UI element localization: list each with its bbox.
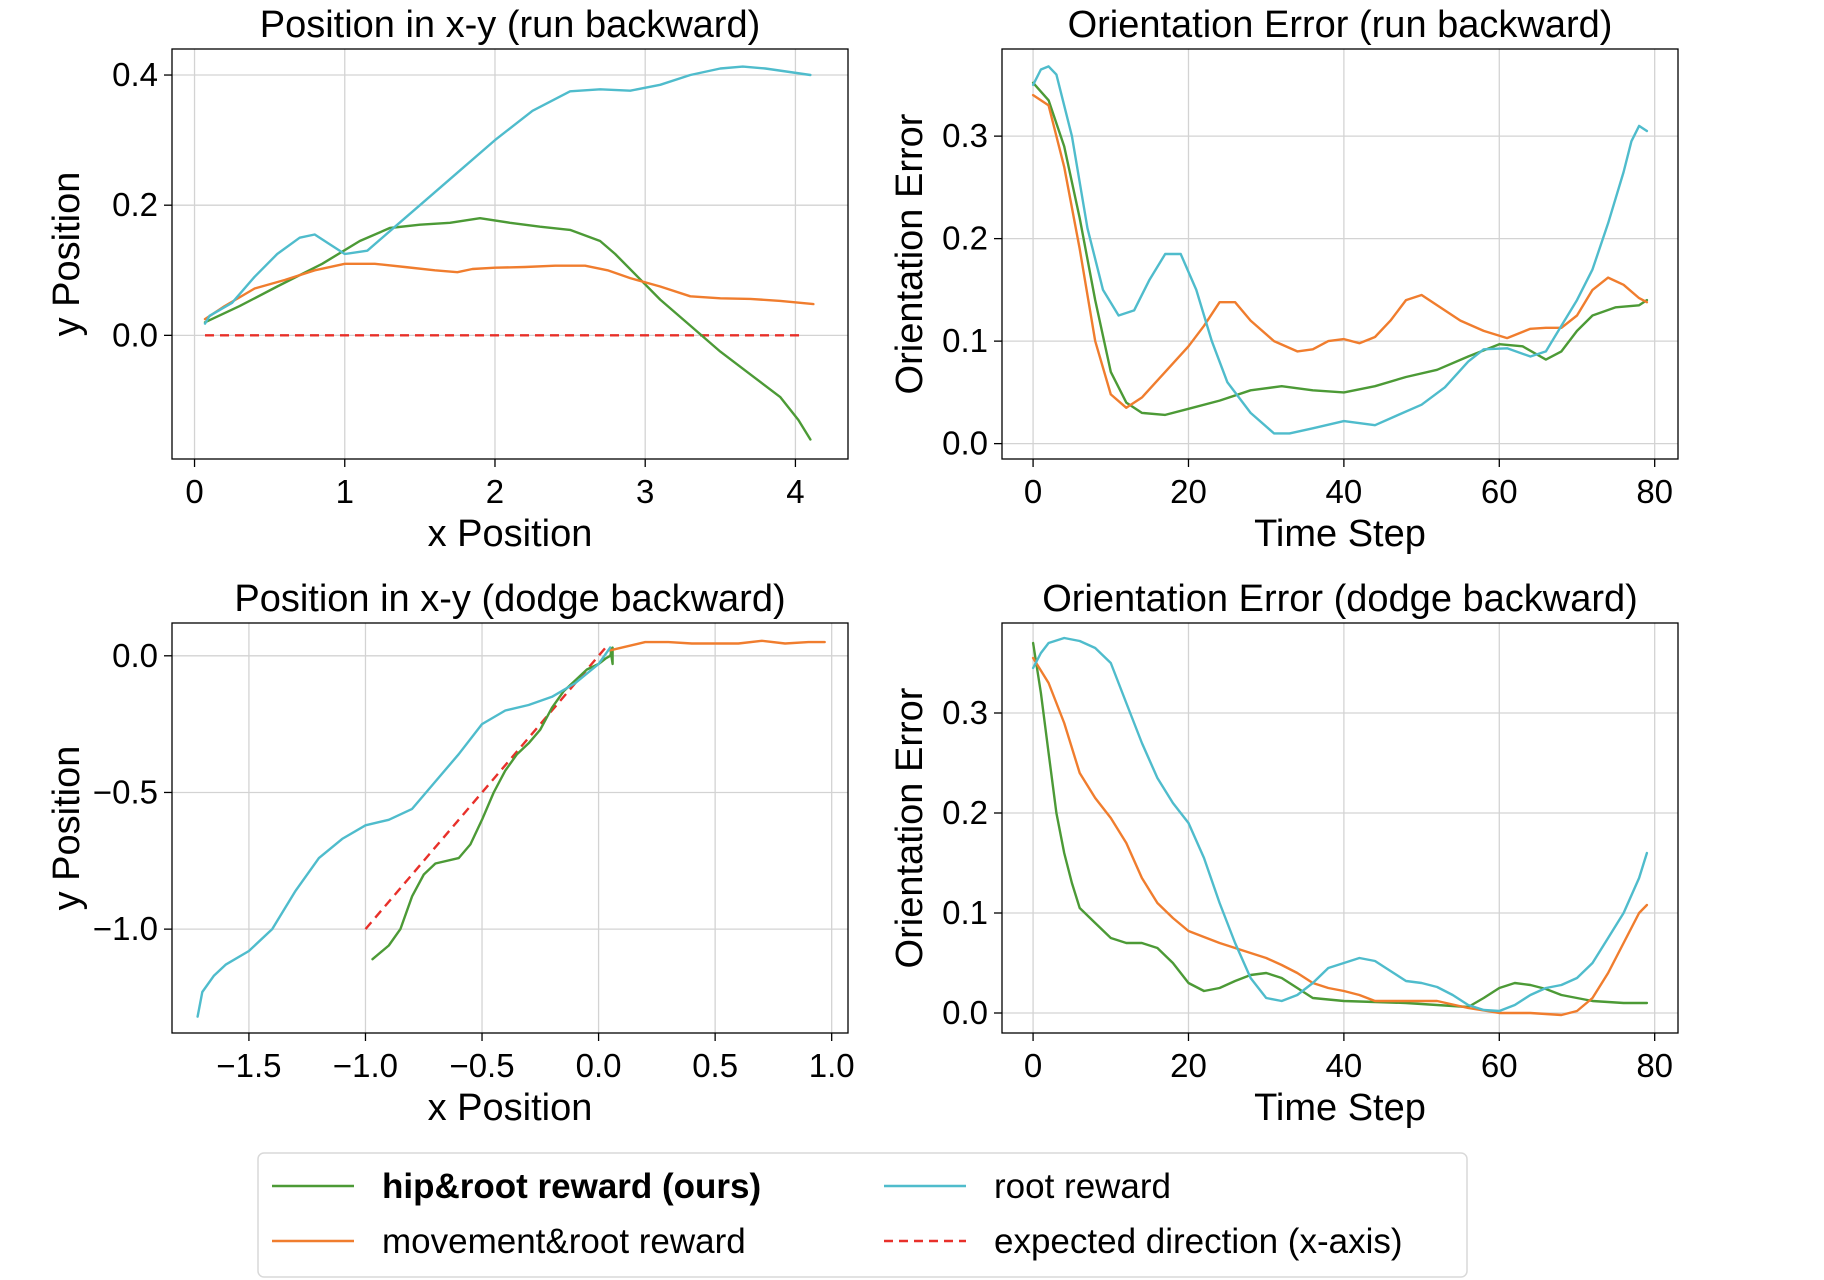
x-tick-label: 1.0 <box>809 1047 855 1084</box>
x-tick-label: 0 <box>1024 1047 1042 1084</box>
x-tick-label: 60 <box>1481 473 1518 510</box>
series-group <box>1031 65 1649 435</box>
y-tick-label: 0.2 <box>942 220 988 257</box>
y-tick-label: −0.5 <box>93 773 158 810</box>
series-line-expected-direction-x-axis <box>364 646 607 930</box>
legend-item-root-reward: root reward <box>884 1167 1171 1206</box>
x-axis-label: Time Step <box>1254 1087 1426 1129</box>
x-tick-label: 3 <box>636 473 654 510</box>
x-axis-label: x Position <box>428 1087 593 1129</box>
series-line-root-reward <box>1031 65 1649 435</box>
series-line-hip-root-reward-ours <box>371 646 614 961</box>
chart-dodge-position: −1.5 −1.0 −0.5 0.0 0.5 1.0 −1.0 −0.5 0.0 Position… <box>46 578 855 1129</box>
x-tick-label: 80 <box>1636 473 1673 510</box>
legend-label: movement&root reward <box>382 1222 746 1261</box>
x-tick-label: −1.5 <box>216 1047 281 1084</box>
series-line-root-reward <box>196 646 612 1018</box>
x-tick-label: −1.0 <box>333 1047 398 1084</box>
x-tick-label: 20 <box>1170 1047 1207 1084</box>
chart-title: Position in x-y (dodge backward) <box>234 578 785 620</box>
y-tick-label: 0.2 <box>942 794 988 831</box>
chart-title: Orientation Error (dodge backward) <box>1042 578 1638 620</box>
y-tick-label: 0.0 <box>942 994 988 1031</box>
y-tick-label: 0.0 <box>942 425 988 462</box>
series-line-movement-root-reward <box>1031 656 1649 1017</box>
legend-item-movement-root-reward: movement&root reward <box>272 1222 746 1261</box>
legend-label: hip&root reward (ours) <box>382 1167 761 1206</box>
y-axis-label: y Position <box>46 172 88 337</box>
legend-item-expected-direction-x-axis: expected direction (x-axis) <box>884 1222 1403 1261</box>
x-tick-label: 40 <box>1326 473 1363 510</box>
chart-title: Position in x-y (run backward) <box>260 4 761 46</box>
series-group <box>196 639 826 1018</box>
chart-title: Orientation Error (run backward) <box>1068 4 1613 46</box>
series-line-root-reward <box>1031 636 1649 1013</box>
legend-item-hip-root-reward-ours: hip&root reward (ours) <box>272 1167 761 1206</box>
y-axis-label: Orientation Error <box>889 113 931 394</box>
axes-frame <box>171 622 849 1034</box>
chart-run-position: 0 1 2 3 4 0.0 0.2 0.4 Position in x-y (run backw… <box>46 4 849 555</box>
x-tick-label: 2 <box>486 473 504 510</box>
legend-box <box>257 1152 1468 1278</box>
x-tick-label: 1 <box>336 473 354 510</box>
x-tick-label: 0 <box>1024 473 1042 510</box>
series-group <box>203 65 815 441</box>
y-tick-label: 0.3 <box>942 117 988 154</box>
legend-label: expected direction (x-axis) <box>994 1222 1403 1261</box>
chart-dodge-orientation: 0 20 40 60 80 0.0 0.1 0.2 0.3 Orientation Error (… <box>889 578 1679 1129</box>
series-group <box>1031 636 1649 1017</box>
x-tick-label: 4 <box>786 473 804 510</box>
axes-frame <box>1001 48 1679 460</box>
x-tick-label: 60 <box>1481 1047 1518 1084</box>
x-tick-label: −0.5 <box>449 1047 514 1084</box>
y-tick-label: 0.4 <box>112 56 158 93</box>
y-tick-label: 0.1 <box>942 322 988 359</box>
x-tick-label: 0 <box>185 473 203 510</box>
x-tick-label: 0.0 <box>576 1047 622 1084</box>
y-tick-label: −1.0 <box>93 910 158 947</box>
series-line-movement-root-reward <box>1031 93 1649 409</box>
series-line-hip-root-reward-ours <box>1031 641 1649 1009</box>
y-tick-label: 0.3 <box>942 694 988 731</box>
y-axis-label: y Position <box>46 746 88 911</box>
x-axis-label: x Position <box>428 513 593 555</box>
legend: hip&root reward (ours) movement&root rewa… <box>257 1152 1468 1278</box>
y-tick-label: 0.0 <box>112 316 158 353</box>
axes-frame <box>1001 622 1679 1034</box>
legend-label: root reward <box>994 1167 1171 1206</box>
axes-frame <box>171 48 849 460</box>
x-tick-label: 80 <box>1636 1047 1673 1084</box>
series-line-movement-root-reward <box>203 262 815 321</box>
x-tick-label: 20 <box>1170 473 1207 510</box>
y-tick-label: 0.2 <box>112 186 158 223</box>
y-tick-label: 0.0 <box>112 637 158 674</box>
x-tick-label: 0.5 <box>692 1047 738 1084</box>
chart-run-orientation: 0 20 40 60 80 0.0 0.1 0.2 0.3 Orientation Error (… <box>889 4 1679 555</box>
series-line-movement-root-reward <box>609 639 826 652</box>
x-tick-label: 40 <box>1326 1047 1363 1084</box>
series-line-hip-root-reward-ours <box>1031 81 1649 417</box>
y-axis-label: Orientation Error <box>889 687 931 968</box>
x-axis-label: Time Step <box>1254 513 1426 555</box>
series-line-root-reward <box>203 65 812 325</box>
series-line-hip-root-reward-ours <box>203 217 812 441</box>
y-tick-label: 0.1 <box>942 894 988 931</box>
